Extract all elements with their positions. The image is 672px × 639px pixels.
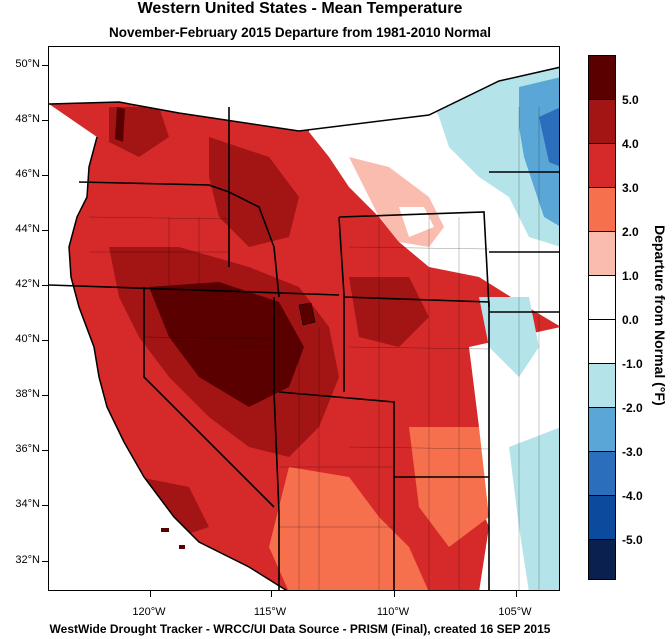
legend-label: -5.0 [622,533,643,547]
footer-credit: WestWide Drought Tracker - WRCC/UI Data … [49,622,551,636]
legend-label: -1.0 [622,357,643,371]
map-subtitle: November-February 2015 Departure from 19… [109,25,491,40]
lat-tick [42,450,48,451]
legend-swatch [589,496,615,540]
legend-swatch [589,364,615,408]
lon-tick [271,591,272,597]
legend-label: 0.0 [622,313,639,327]
legend-title-text: Departure from Normal (°F) [652,225,668,406]
temperature-map [48,46,560,591]
legend-label: 3.0 [622,181,639,195]
lat-label: 42°N [15,278,40,290]
legend-title: Departure from Normal (°F) [650,225,670,485]
lat-label: 36°N [15,443,40,455]
legend-swatch [589,452,615,496]
lat-label: 32°N [15,554,40,566]
lat-label: 48°N [15,113,40,125]
lat-tick [42,561,48,562]
lat-tick [42,65,48,66]
lat-tick [42,175,48,176]
legend-label: 1.0 [622,269,639,283]
lon-label: 110°W [376,606,410,618]
lon-tick [150,591,151,597]
legend-swatch [589,232,615,276]
legend-swatch [589,56,615,100]
legend-swatch [589,188,615,232]
legend-swatch [589,276,615,320]
lat-tick [42,395,48,396]
lat-tick [42,505,48,506]
lon-tick [394,591,395,597]
lat-label: 34°N [15,498,40,510]
map-title: Western United States - Mean Temperature [137,0,463,17]
legend-label: -4.0 [622,489,643,503]
lon-tick [516,591,517,597]
lat-tick [42,230,48,231]
legend-swatch [589,144,615,188]
legend-label: -2.0 [622,401,643,415]
color-legend [588,55,616,580]
legend-label: 4.0 [622,137,639,151]
lon-label: 120°W [132,606,166,618]
legend-swatch [589,100,615,144]
legend-label: 2.0 [622,225,639,239]
lat-label: 46°N [15,168,40,180]
lat-tick [42,285,48,286]
legend-label: 5.0 [622,93,639,107]
lat-tick [42,120,48,121]
lat-tick [42,340,48,341]
lat-label: 38°N [15,388,40,400]
lat-label: 40°N [15,333,40,345]
legend-swatch [589,540,615,579]
lon-label: 105°W [498,606,532,618]
lat-label: 44°N [15,223,40,235]
legend-swatch [589,320,615,364]
lon-label: 115°W [253,606,287,618]
legend-swatch [589,408,615,452]
lat-label: 50°N [15,58,40,70]
legend-label: -3.0 [622,445,643,459]
